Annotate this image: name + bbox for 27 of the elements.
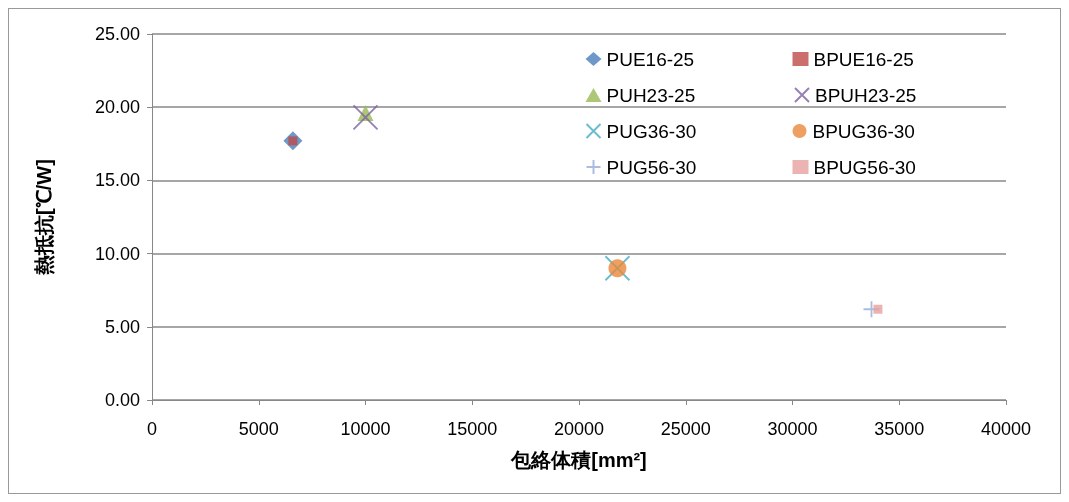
- legend-label: PUH23-25: [606, 84, 696, 106]
- legend-label: BPUG36-30: [812, 120, 915, 142]
- x-tick-label: 0: [146, 419, 158, 439]
- legend-label: BPUH23-25: [815, 84, 917, 106]
- y-tick-label: 25.00: [94, 24, 140, 44]
- point: [873, 304, 883, 314]
- y-axis-title: 熱抵抗[℃/W]: [33, 159, 55, 276]
- x-tick-label: 10000: [340, 419, 391, 439]
- legend-label: BPUG56-30: [813, 156, 916, 178]
- legend-label: PUE16-25: [606, 48, 695, 70]
- y-tick-label: 20.00: [94, 97, 140, 118]
- x-tick-label: 40000: [980, 419, 1032, 439]
- x-axis-title: 包絡体積[mm²]: [510, 449, 647, 471]
- y-tick-label: 10.00: [94, 243, 140, 264]
- x-tick-label: 35000: [874, 419, 925, 439]
- x-tick-label: 15000: [447, 419, 498, 439]
- x-tick-label: 5000: [238, 419, 279, 439]
- y-tick-label: 0.00: [104, 390, 140, 410]
- x-tick-label: 25000: [660, 419, 711, 439]
- x-tick-label: 30000: [767, 419, 818, 439]
- point: [352, 104, 379, 131]
- y-tick-label: 5.00: [104, 316, 140, 337]
- legend-label: PUG56-30: [606, 156, 697, 178]
- x-tick-label: 20000: [553, 419, 605, 439]
- legend-label: BPUE16-25: [813, 48, 914, 70]
- legend-label: PUG36-30: [606, 120, 697, 142]
- y-tick-label: 15.00: [94, 170, 140, 191]
